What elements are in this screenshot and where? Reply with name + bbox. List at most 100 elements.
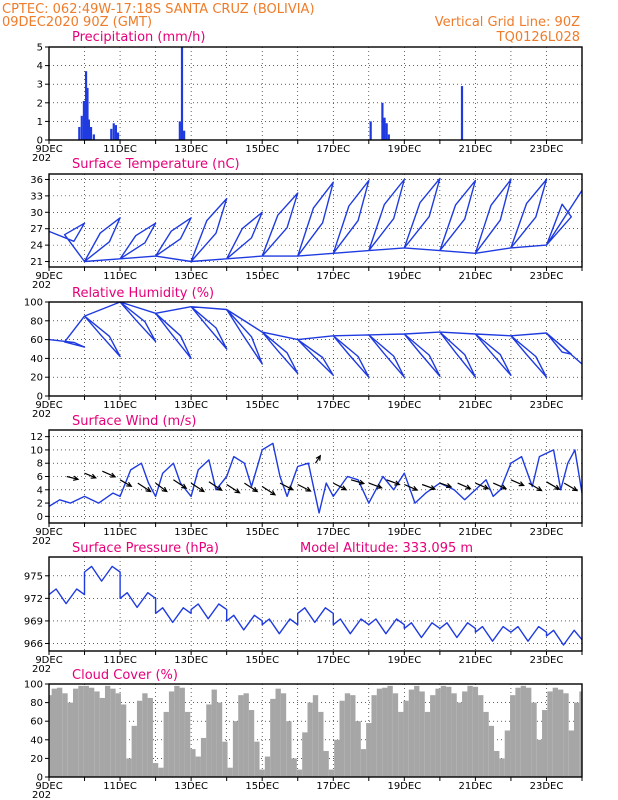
y-tick-label: 80 (30, 698, 43, 709)
wind-arrow-icon (66, 475, 80, 481)
year-fragment: 202 (32, 280, 51, 291)
y-tick-label: 1 (37, 117, 43, 128)
y-tick-label: 0 (37, 392, 43, 403)
cloud-cover-bar (558, 689, 564, 777)
cloud-cover-bar (371, 695, 377, 777)
cloud-cover-bar (318, 711, 324, 777)
cloud-cover-bar (536, 739, 543, 777)
x-tick-label: 15DEC (245, 400, 279, 411)
cloud-cover-bar (296, 769, 303, 777)
y-tick-label: 6 (37, 472, 43, 483)
cloud-cover-bar (184, 711, 191, 777)
year-fragment: 202 (32, 664, 51, 675)
cloud-cover-bar (515, 687, 521, 777)
cloud-cover-bar (344, 693, 351, 777)
x-tick-label: 23DEC (530, 781, 564, 792)
wind-arrow-icon (546, 481, 561, 490)
cloud-cover-bar (190, 749, 196, 777)
wind-arrow-icon (492, 482, 508, 490)
cloud-cover-bar (307, 702, 313, 777)
plot-frame (48, 173, 583, 268)
precipitation-bar (460, 86, 464, 140)
cloud-cover-bar (136, 700, 143, 777)
precipitation-bar (112, 123, 115, 140)
wind-arrow-icon (457, 482, 472, 490)
wind-arrow-icon (386, 479, 401, 486)
cloud-cover-bar (430, 695, 436, 777)
cloud-cover-bar (264, 756, 271, 777)
cloud-cover-bar (435, 688, 441, 777)
cloud-cover-bar (483, 711, 489, 777)
cloud-cover-bar (360, 749, 367, 777)
cloud-cover-bar (526, 687, 532, 777)
y-tick-label: 27 (30, 224, 43, 235)
temperature-title: Surface Temperature (nC) (72, 157, 240, 172)
cloud-cover-title: Cloud Cover (%) (72, 668, 178, 683)
cloud-cover-bar (254, 741, 260, 777)
cloud-cover-bar (574, 702, 580, 777)
x-tick-label: 17DEC (316, 271, 350, 282)
y-tick-label: 20 (30, 373, 43, 384)
y-tick-label: 969 (24, 616, 43, 627)
x-tick-label: 11DEC (103, 400, 137, 411)
x-tick-label: 19DEC (387, 400, 421, 411)
y-tick-label: 2 (37, 499, 43, 510)
cloud-cover-bar (440, 685, 447, 777)
cloud-cover-bar (131, 725, 137, 777)
cloud-cover-bar (78, 685, 84, 777)
y-tick-label: 3 (37, 80, 43, 91)
cloud-cover-bar (168, 691, 175, 777)
cloud-cover-bar (211, 689, 217, 777)
x-tick-label: 23DEC (530, 527, 564, 538)
wind-arrow-icon (261, 485, 277, 496)
precipitation-bar (92, 134, 95, 140)
x-tick-label: 17DEC (316, 527, 350, 538)
precipitation-bar (116, 132, 120, 140)
y-tick-label: 5 (37, 43, 43, 54)
precipitation-panel: Precipitation (mm/h) 0 1 2 3 4 5 9DEC 11DEC 13DE… (32, 30, 583, 164)
cloud-cover-bar (323, 750, 329, 777)
model-altitude-note: Model Altitude: 333.095 m (300, 541, 473, 556)
precipitation-bar (82, 100, 86, 140)
cloud-cover-bar (110, 688, 116, 777)
header-run-date: 09DEC2020 90Z (GMT) (2, 15, 152, 30)
precipitation-bar (87, 119, 90, 140)
y-tick-label: 21 (30, 257, 43, 268)
cloud-cover-bar (206, 704, 212, 777)
y-tick-label: 0 (37, 136, 43, 147)
cloud-cover-bar (552, 687, 559, 777)
cloud-cover-bar (563, 693, 569, 777)
cloud-cover-bar (62, 693, 68, 777)
plot-frame (48, 46, 583, 141)
cloud-cover-bar (232, 721, 239, 777)
temp-series-line (48, 177, 583, 263)
header-run-id: TQ0126L028 (496, 30, 580, 45)
year-fragment: 202 (32, 153, 51, 164)
cloud-cover-bar (451, 693, 457, 777)
y-tick-label: 975 (24, 571, 43, 582)
x-tick-label: 19DEC (387, 271, 421, 282)
precipitation-title: Precipitation (mm/h) (72, 30, 205, 45)
cloud-cover-bar (286, 721, 292, 777)
cloud-cover-bar (195, 756, 201, 777)
y-tick-label: 33 (30, 191, 43, 202)
precipitation-bar (178, 121, 181, 140)
cloud-cover-bar (456, 702, 463, 777)
wind-arrow-icon (350, 479, 366, 485)
x-tick-label: 15DEC (245, 271, 279, 282)
cloud-cover-bar (152, 763, 159, 777)
cloud-cover-bar (398, 711, 404, 777)
x-tick-label: 11DEC (103, 527, 137, 538)
y-tick-label: 20 (30, 754, 43, 765)
cloud-cover-bar (446, 686, 452, 777)
cloud-cover-bar (414, 685, 420, 777)
wind-panel: Surface Wind (m/s) 0 2 4 6 8 10 12 9DEC 11DEC 13D… (30, 414, 583, 547)
x-tick-label: 9DEC (35, 781, 62, 792)
cloud-cover-bar (467, 685, 473, 777)
y-tick-label: 80 (30, 316, 43, 327)
precipitation-bar (110, 128, 113, 140)
y-tick-label: 8 (37, 459, 43, 470)
cloud-cover-bar (158, 767, 164, 777)
cloud-cover-bar (392, 693, 399, 777)
